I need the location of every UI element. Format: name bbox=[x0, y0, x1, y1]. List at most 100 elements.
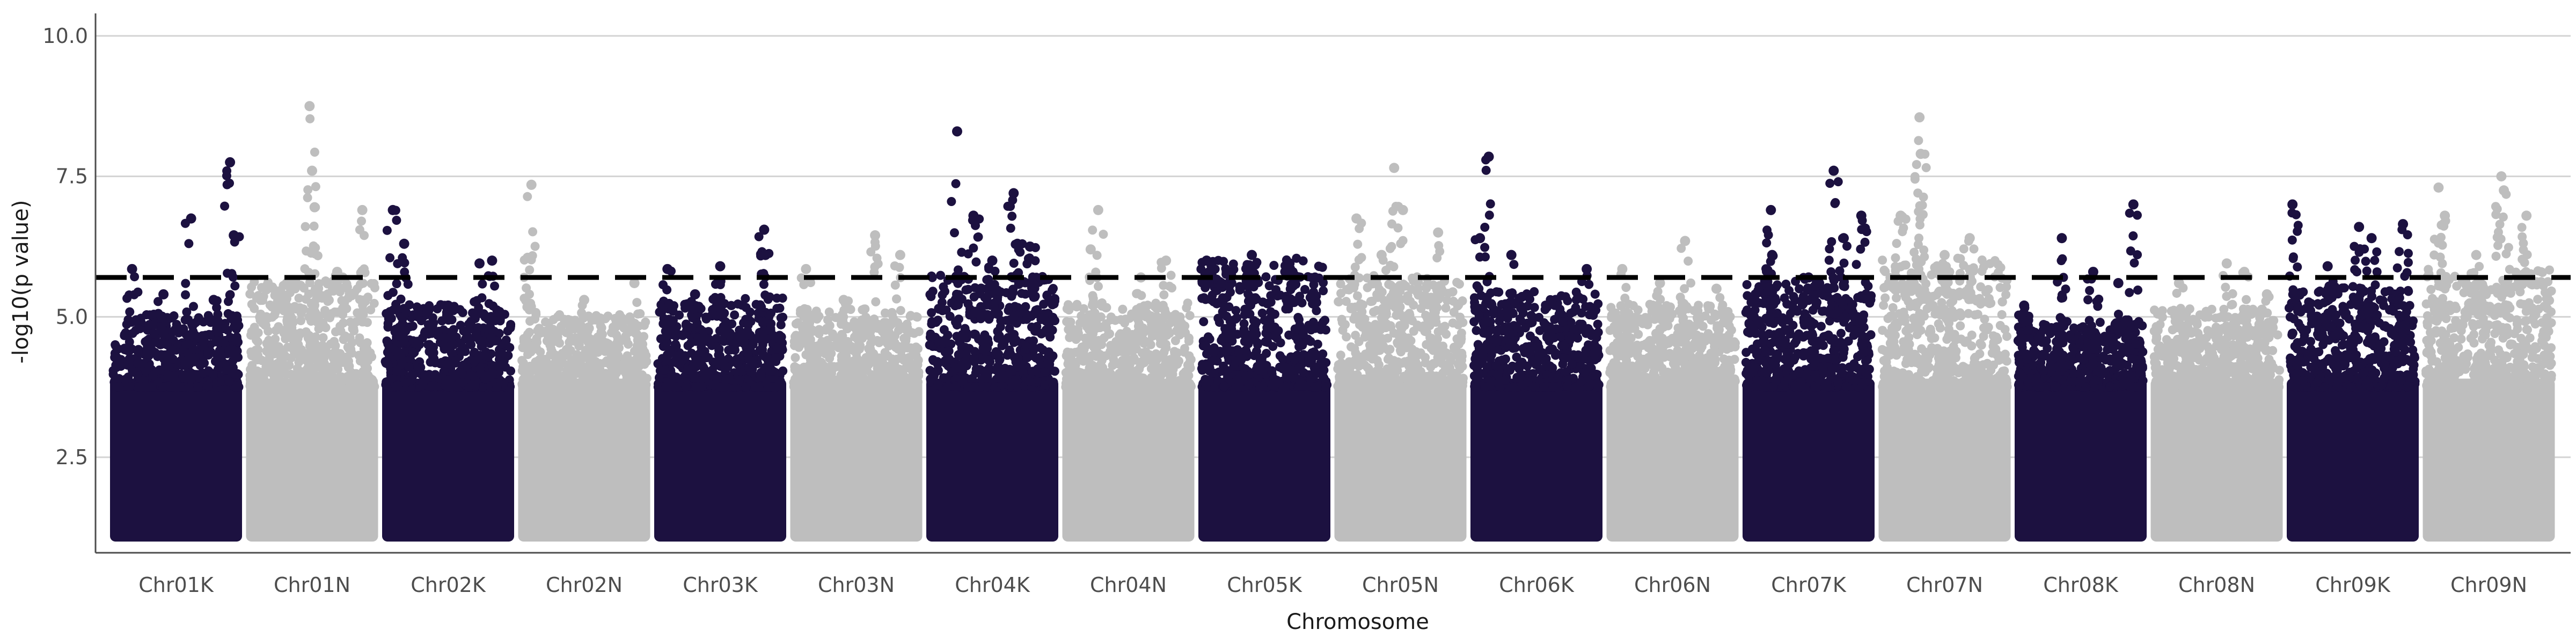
snp-point bbox=[1066, 364, 1075, 374]
snp-point bbox=[447, 348, 456, 357]
snp-point bbox=[301, 222, 310, 231]
snp-point bbox=[693, 303, 702, 313]
snp-point bbox=[523, 192, 532, 201]
snp-point bbox=[1147, 324, 1157, 333]
snp-point bbox=[361, 346, 370, 355]
snp-point bbox=[1129, 367, 1139, 376]
snp-point bbox=[638, 380, 648, 390]
snp-point bbox=[1145, 355, 1155, 365]
snp-point bbox=[632, 330, 642, 339]
snp-point bbox=[609, 350, 619, 360]
snp-point bbox=[530, 241, 540, 251]
snp-point bbox=[505, 343, 515, 353]
snp-point bbox=[863, 355, 873, 364]
snp-point bbox=[741, 382, 751, 392]
snp-point bbox=[208, 370, 218, 379]
snp-point bbox=[1081, 374, 1091, 383]
snp-point bbox=[1151, 380, 1161, 390]
snp-point bbox=[357, 216, 367, 226]
snp-point bbox=[1183, 298, 1192, 308]
snp-point bbox=[1031, 309, 1041, 318]
peak-point bbox=[186, 213, 196, 224]
snp-point bbox=[525, 265, 535, 275]
snp-point bbox=[969, 354, 979, 363]
snp-point bbox=[314, 292, 324, 302]
snp-point bbox=[1048, 379, 1058, 389]
snp-point bbox=[296, 316, 306, 326]
snp-point bbox=[328, 354, 338, 363]
snp-point bbox=[996, 316, 1006, 326]
snp-point bbox=[1213, 313, 1223, 323]
snp-point bbox=[1006, 223, 1015, 233]
snp-point bbox=[698, 361, 707, 370]
snp-point bbox=[222, 171, 231, 181]
snp-point bbox=[1088, 361, 1097, 370]
peak-point bbox=[443, 300, 453, 311]
snp-point bbox=[261, 320, 270, 330]
snp-point bbox=[305, 334, 315, 344]
snp-point bbox=[477, 293, 487, 303]
snp-point bbox=[266, 364, 275, 374]
snp-point bbox=[398, 358, 407, 368]
peak-point bbox=[487, 255, 497, 266]
snp-point bbox=[952, 289, 961, 299]
snp-point bbox=[1000, 374, 1009, 383]
snp-point bbox=[577, 308, 587, 318]
snp-point bbox=[481, 371, 491, 381]
snp-point bbox=[181, 290, 191, 299]
snp-point bbox=[467, 379, 477, 389]
snp-point bbox=[580, 350, 590, 360]
snp-point bbox=[564, 326, 574, 336]
snp-point bbox=[429, 342, 438, 352]
snp-point bbox=[303, 351, 313, 361]
chromosome-chr01k-points bbox=[108, 157, 244, 542]
snp-point bbox=[829, 362, 839, 371]
snp-point bbox=[225, 290, 235, 299]
snp-point bbox=[1087, 351, 1096, 361]
snp-point bbox=[332, 308, 342, 317]
snp-point bbox=[1050, 316, 1060, 326]
snp-point bbox=[603, 382, 613, 392]
snp-point bbox=[456, 346, 465, 356]
peak-point bbox=[760, 250, 771, 260]
snp-point bbox=[470, 357, 479, 367]
peak-point bbox=[838, 295, 849, 305]
snp-point bbox=[1133, 327, 1143, 337]
snp-point bbox=[945, 311, 955, 321]
snp-point bbox=[927, 308, 936, 318]
snp-point bbox=[392, 279, 401, 289]
snp-point bbox=[274, 342, 284, 352]
snp-point bbox=[934, 336, 944, 346]
snp-point bbox=[1172, 326, 1181, 336]
chromosome-chr04n-points bbox=[1061, 204, 1196, 542]
snp-point bbox=[423, 320, 433, 330]
snp-point bbox=[431, 382, 441, 391]
snp-point bbox=[382, 225, 392, 235]
snp-point bbox=[912, 312, 922, 322]
snp-point bbox=[369, 298, 379, 308]
snp-point bbox=[1029, 342, 1038, 352]
snp-point bbox=[314, 362, 324, 372]
snp-point bbox=[1088, 225, 1097, 235]
peak-point bbox=[870, 230, 881, 241]
peak-point bbox=[662, 264, 673, 274]
snp-point bbox=[521, 296, 531, 305]
snp-point bbox=[552, 371, 562, 381]
peak-point bbox=[1093, 204, 1103, 215]
snp-point bbox=[335, 382, 345, 391]
snp-point bbox=[1159, 312, 1168, 321]
snp-point bbox=[681, 382, 691, 391]
snp-point bbox=[491, 336, 501, 346]
snp-point bbox=[537, 367, 546, 376]
snp-point bbox=[580, 363, 590, 372]
snp-point bbox=[394, 323, 404, 332]
snp-point bbox=[872, 319, 881, 329]
snp-point bbox=[385, 313, 394, 323]
snp-point bbox=[1028, 272, 1037, 282]
snp-point bbox=[957, 341, 967, 351]
snp-point bbox=[685, 323, 694, 332]
peak-point bbox=[229, 230, 239, 241]
snp-point bbox=[853, 370, 862, 380]
dense-points-block bbox=[654, 378, 786, 542]
snp-point bbox=[1154, 363, 1163, 372]
